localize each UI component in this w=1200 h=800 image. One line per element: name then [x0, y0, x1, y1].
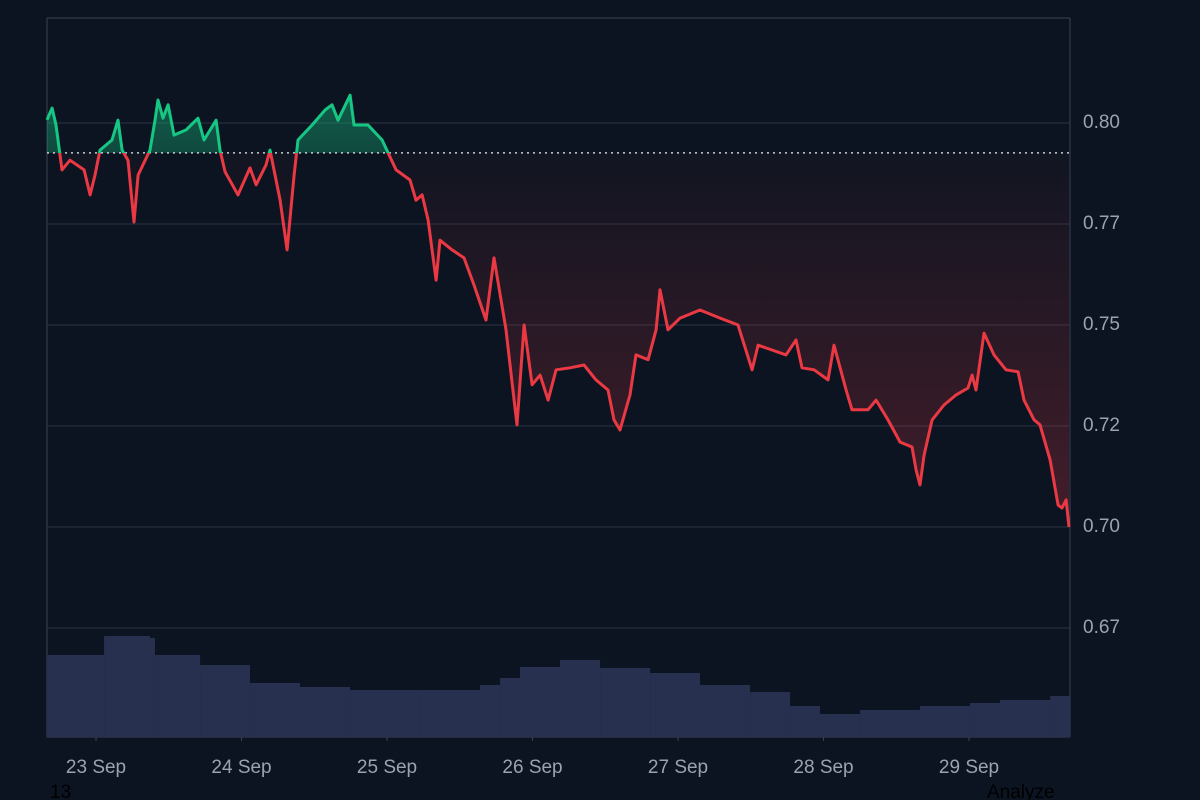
footer-right: Analyze — [987, 782, 1055, 800]
volume-bar — [249, 683, 301, 737]
volume-bar — [300, 687, 351, 737]
x-tick-label: 25 Sep — [357, 757, 417, 778]
footer-left: 13 — [50, 782, 71, 800]
x-tick-label: 24 Sep — [211, 757, 271, 778]
x-tick-label: 29 Sep — [939, 757, 999, 778]
volume-bar — [350, 690, 421, 737]
x-tick-label: 23 Sep — [66, 757, 126, 778]
x-tick-label: 26 Sep — [502, 757, 562, 778]
volume-bar — [200, 665, 250, 737]
x-tick-label: 27 Sep — [648, 757, 708, 778]
volume-bar — [820, 714, 861, 737]
volume-bar — [860, 710, 920, 737]
volume-bar — [47, 655, 105, 737]
y-tick-label: 0.70 — [1083, 516, 1120, 537]
price-area — [47, 95, 1069, 527]
volume-bar — [919, 706, 971, 737]
volume-bar — [150, 638, 155, 737]
volume-bar — [104, 636, 151, 737]
volume-bar — [970, 703, 1001, 737]
y-tick-label: 0.77 — [1083, 213, 1120, 234]
volume-bar — [154, 655, 201, 737]
volume-bar — [560, 660, 601, 737]
volume-bar — [750, 692, 791, 737]
y-tick-label: 0.80 — [1083, 112, 1120, 133]
volume-bar — [790, 706, 821, 737]
volume-bar — [520, 667, 561, 737]
volume-bar — [1000, 700, 1051, 737]
volume-bar — [420, 690, 481, 737]
price-line — [45, 93, 1071, 528]
volume-bar — [480, 685, 501, 737]
volume-bar — [600, 668, 651, 737]
volume-bar — [500, 678, 521, 737]
volume-bar — [699, 685, 751, 737]
volume-bar — [650, 673, 700, 737]
volume-bar — [1050, 696, 1070, 737]
y-tick-label: 0.67 — [1083, 617, 1120, 638]
y-tick-label: 0.75 — [1083, 314, 1120, 335]
x-tick-label: 28 Sep — [793, 757, 853, 778]
y-tick-label: 0.72 — [1083, 415, 1120, 436]
